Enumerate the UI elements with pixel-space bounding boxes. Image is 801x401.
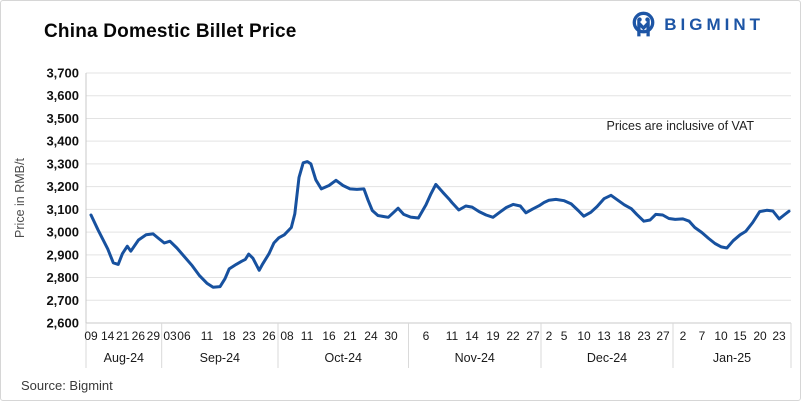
x-tick-label: 18 bbox=[617, 329, 631, 343]
x-tick-label: 23 bbox=[637, 329, 651, 343]
x-tick-label: 15 bbox=[733, 329, 747, 343]
x-tick-label: 11 bbox=[201, 329, 214, 343]
x-tick-label: 27 bbox=[526, 329, 540, 343]
x-tick-label: 26 bbox=[132, 329, 146, 343]
x-tick-label: 11 bbox=[301, 329, 314, 343]
month-label: Sep-24 bbox=[200, 351, 240, 365]
y-tick-label: 2,900 bbox=[46, 247, 79, 262]
y-tick-label: 3,100 bbox=[46, 202, 79, 217]
y-tick-label: 3,200 bbox=[46, 179, 79, 194]
x-tick-label: 22 bbox=[506, 329, 520, 343]
x-tick-label: 30 bbox=[384, 329, 398, 343]
y-axis-title: Price in RMB/t bbox=[13, 158, 27, 238]
x-tick-label: 24 bbox=[364, 329, 378, 343]
y-tick-label: 3,300 bbox=[46, 156, 79, 171]
x-tick-label: 11 bbox=[446, 329, 459, 343]
x-tick-label: 16 bbox=[322, 329, 336, 343]
x-tick-label: 2 bbox=[680, 329, 687, 343]
bigmint-logo: BIGMINT bbox=[630, 10, 764, 39]
x-tick-label: 2 bbox=[546, 329, 553, 343]
x-tick-label: 29 bbox=[147, 329, 161, 343]
source-note: Source: Bigmint bbox=[21, 378, 113, 393]
month-label: Oct-24 bbox=[324, 351, 362, 365]
x-tick-label: 21 bbox=[116, 329, 130, 343]
y-tick-label: 3,600 bbox=[46, 88, 79, 103]
x-tick-label: 21 bbox=[343, 329, 357, 343]
x-tick-label: 6 bbox=[423, 329, 430, 343]
y-tick-label: 3,500 bbox=[46, 111, 79, 126]
month-label: Nov-24 bbox=[455, 351, 495, 365]
x-tick-label: 27 bbox=[656, 329, 670, 343]
x-tick-label: 06 bbox=[177, 329, 191, 343]
x-tick-label: 10 bbox=[714, 329, 728, 343]
y-tick-label: 2,600 bbox=[46, 316, 79, 331]
price-line bbox=[89, 160, 791, 289]
page-title: China Domestic Billet Price bbox=[44, 21, 297, 42]
month-label: Aug-24 bbox=[104, 351, 144, 365]
bigmint-logo-icon bbox=[632, 11, 655, 37]
y-tick-label: 3,700 bbox=[46, 66, 79, 81]
x-tick-label: 10 bbox=[577, 329, 591, 343]
x-tick-label: 23 bbox=[242, 329, 256, 343]
y-tick-label: 3,400 bbox=[46, 134, 79, 149]
x-tick-label: 19 bbox=[486, 329, 500, 343]
month-label: Dec-24 bbox=[587, 351, 627, 365]
bigmint-logo-text: BIGMINT bbox=[664, 14, 764, 34]
y-tick-label: 2,800 bbox=[46, 270, 79, 285]
x-tick-label: 23 bbox=[772, 329, 786, 343]
x-tick-label: 20 bbox=[753, 329, 767, 343]
x-tick-label: 7 bbox=[699, 329, 706, 343]
x-tick-label: 14 bbox=[101, 329, 115, 343]
x-tick-label: 18 bbox=[222, 329, 236, 343]
month-label: Jan-25 bbox=[713, 351, 751, 365]
vat-annotation: Prices are inclusive of VAT bbox=[606, 119, 754, 133]
x-tick-label: 5 bbox=[561, 329, 568, 343]
x-tick-label: 03 bbox=[163, 329, 177, 343]
x-tick-label: 09 bbox=[84, 329, 98, 343]
x-tick-label: 13 bbox=[597, 329, 611, 343]
y-tick-label: 3,000 bbox=[46, 225, 79, 240]
y-tick-label: 2,700 bbox=[46, 293, 79, 308]
x-tick-label: 26 bbox=[262, 329, 276, 343]
x-tick-label: 14 bbox=[465, 329, 479, 343]
x-tick-label: 08 bbox=[280, 329, 294, 343]
